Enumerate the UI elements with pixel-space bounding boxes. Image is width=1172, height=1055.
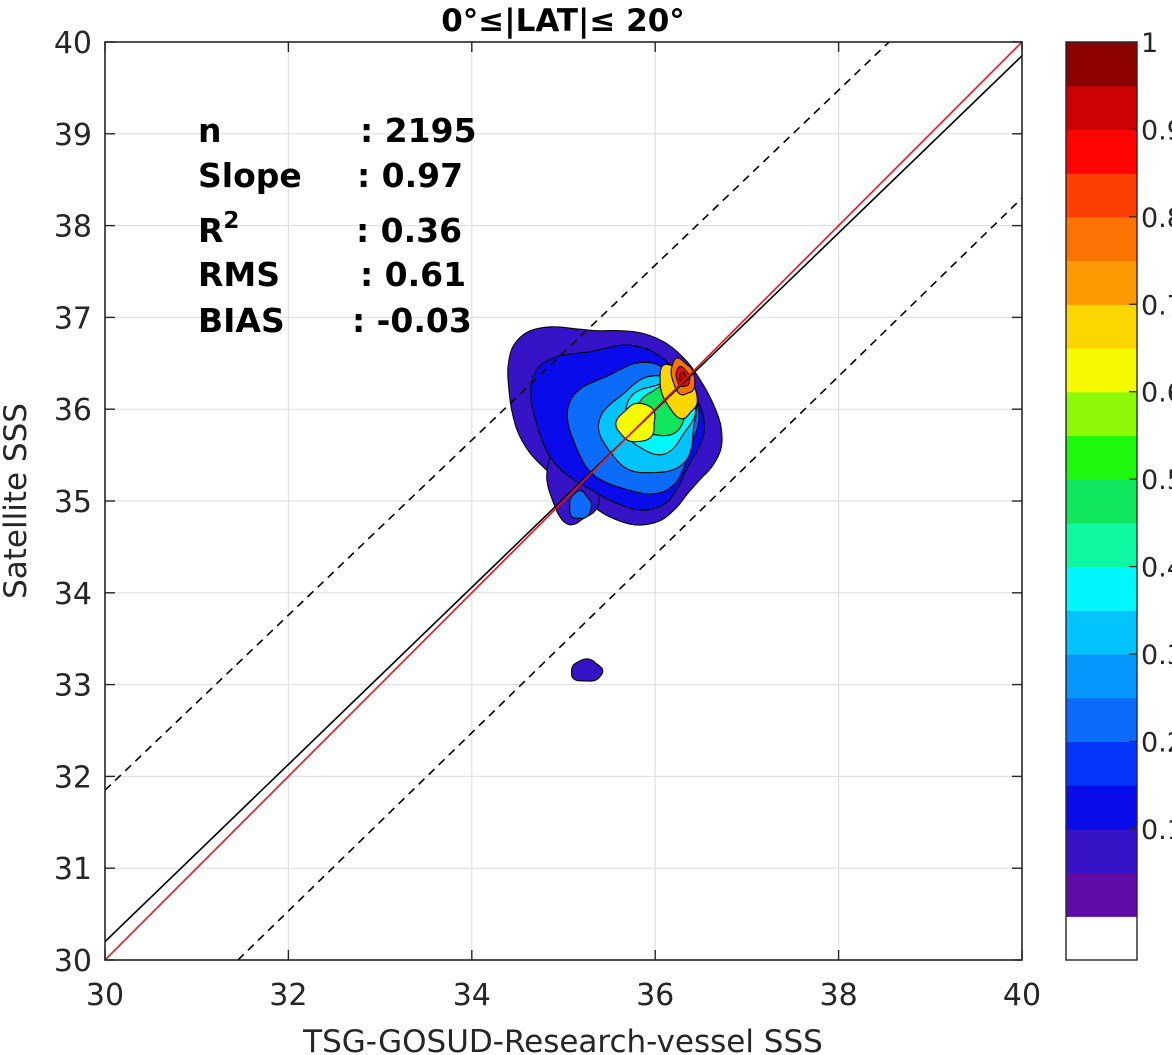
- y-tick-label: 30: [54, 944, 92, 979]
- fit-line: [105, 42, 1022, 960]
- stat-value: : 0.36: [356, 211, 462, 250]
- y-tick-label: 36: [54, 393, 92, 428]
- colorbar-segment: [1066, 391, 1137, 437]
- contour-level-7: [615, 402, 656, 443]
- stat-label: n: [198, 111, 222, 150]
- colorbar-segment: [1066, 697, 1137, 743]
- y-tick-label: 33: [54, 669, 92, 704]
- x-tick-label: 36: [636, 978, 674, 1013]
- y-tick-labels: 30 31 32 33 34 35 36 37 38 39 40: [54, 26, 92, 979]
- colorbar-tick-label: 0.1: [1141, 815, 1172, 846]
- secondary-blob: [571, 658, 604, 682]
- grid-lines: [104, 41, 1023, 961]
- colorbar-tick-label: 0.5: [1141, 465, 1172, 496]
- colorbar-segment: [1066, 435, 1137, 480]
- y-tick-label: 37: [54, 301, 92, 336]
- x-tick-label: 30: [86, 978, 124, 1013]
- colorbar-segment: [1066, 129, 1137, 174]
- colorbar-tick-label: 1: [1141, 28, 1158, 59]
- stat-value: : 2195: [360, 111, 477, 150]
- colorbar-segment: [1066, 828, 1137, 874]
- reference-lines: [105, 42, 1022, 960]
- colorbar-segment: [1066, 916, 1137, 961]
- y-tick-label: 39: [54, 118, 92, 153]
- axis-ticks: [104, 41, 1023, 961]
- stat-value: : 0.97: [357, 156, 463, 195]
- upper-bound-line: [105, 42, 890, 791]
- colorbar: 0.1 0.2 0.3 0.4 0.5 0.6 0.7 0.8 0.9 1: [1065, 28, 1172, 961]
- stat-label: RMS: [198, 255, 280, 294]
- x-tick-labels: 30 32 34 36 38 40: [86, 978, 1041, 1013]
- contour-level-3-spot: [569, 490, 593, 519]
- colorbar-segment: [1066, 522, 1137, 568]
- colorbar-segment: [1066, 260, 1137, 305]
- colorbar-tick-label: 0.8: [1141, 203, 1172, 234]
- colorbar-segment: [1066, 304, 1137, 349]
- density-contours: [507, 326, 723, 682]
- colorbar-segment: [1066, 85, 1137, 131]
- y-axis-label: Satellite SSS: [0, 403, 34, 599]
- y-tick-label: 35: [54, 485, 92, 520]
- stat-value: : 0.61: [360, 255, 466, 294]
- y-tick-label: 32: [54, 760, 92, 795]
- stat-label: Slope: [198, 156, 302, 195]
- x-tick-label: 34: [453, 978, 491, 1013]
- colorbar-segment: [1066, 741, 1137, 786]
- colorbar-segment: [1066, 173, 1137, 218]
- x-tick-label: 38: [820, 978, 858, 1013]
- stat-label: BIAS: [198, 301, 285, 340]
- y-tick-label: 38: [54, 210, 92, 245]
- colorbar-frame: [1065, 41, 1138, 961]
- stat-superscript: 2: [223, 208, 239, 234]
- x-axis-label: TSG-GOSUD-Research-vessel SSS: [302, 1024, 823, 1055]
- lower-bound-line: [237, 197, 1022, 960]
- colorbar-segment: [1066, 216, 1137, 262]
- chart-title: 0°≤|LAT|≤ 20°: [441, 3, 685, 39]
- stat-value: : -0.03: [352, 301, 472, 340]
- colorbar-segment: [1066, 479, 1137, 524]
- colorbar-segment: [1066, 566, 1137, 611]
- colorbar-segment: [1066, 785, 1137, 830]
- colorbar-segment: [1066, 654, 1137, 699]
- colorbar-segment: [1066, 348, 1137, 393]
- colorbar-segment: [1066, 610, 1137, 655]
- colorbar-segment: [1066, 42, 1137, 87]
- x-tick-label: 32: [269, 978, 307, 1013]
- colorbar-tick-label: 0.2: [1141, 727, 1172, 758]
- colorbar-segment: [1066, 872, 1137, 917]
- colorbar-tick-label: 0.4: [1141, 553, 1172, 584]
- colorbar-tick-label: 0.6: [1141, 378, 1172, 409]
- x-tick-label: 40: [1003, 978, 1041, 1013]
- colorbar-tick-label: 0.7: [1141, 290, 1172, 321]
- identity-line: [105, 55, 1022, 943]
- y-tick-label: 31: [54, 852, 92, 887]
- y-tick-label: 34: [54, 577, 92, 612]
- colorbar-tick-label: 0.9: [1141, 115, 1172, 146]
- y-tick-label: 40: [54, 26, 92, 61]
- colorbar-tick-label: 0.3: [1141, 640, 1172, 671]
